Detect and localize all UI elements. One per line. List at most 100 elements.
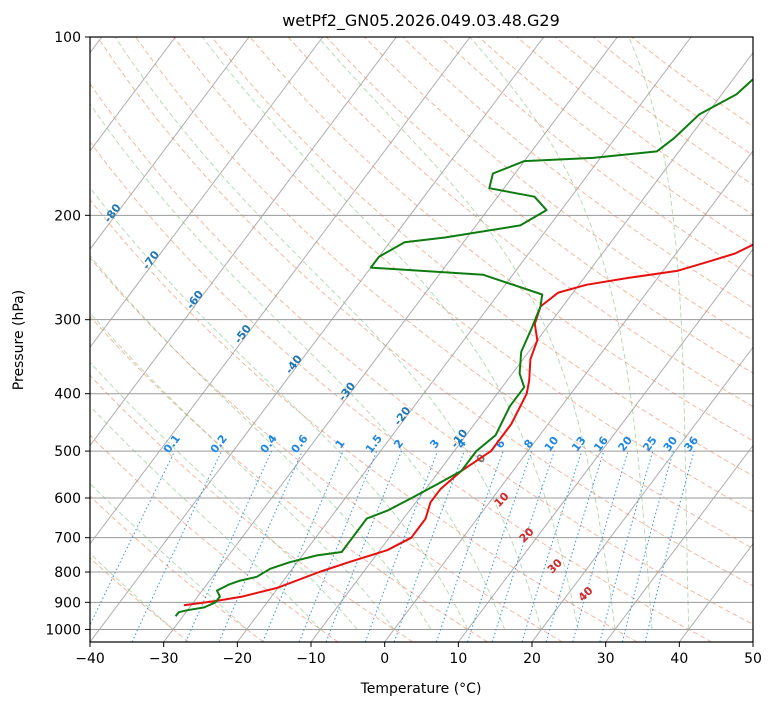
line-labels: 0.1 0.2 0.4 0.6 1 1.5 2 3 4 6 8 10 13 16 20 25 30 36-100-… <box>50 67 701 604</box>
mixing-ratio-line <box>218 450 303 642</box>
x-tick-label: 40 <box>670 651 688 667</box>
y-tick-label: 800 <box>54 565 81 581</box>
mixing-ratio-line <box>185 450 272 642</box>
mixing-ratio-line <box>393 450 465 642</box>
dry-adiabat <box>173 37 753 513</box>
profile-series <box>174 77 753 617</box>
y-tick-label: 500 <box>54 444 81 460</box>
isotherm-line <box>531 346 753 642</box>
y-axis: 100 200 300 400 500 600 700 800 900 1000 <box>45 30 90 638</box>
mixing-ratio-line <box>545 450 605 642</box>
y-tick-label: 200 <box>54 208 81 224</box>
isotherm-label: -40 <box>283 352 306 376</box>
y-axis-label: Pressure (hPa) <box>11 290 27 390</box>
x-tick-label: 0 <box>380 651 389 667</box>
isotherm-line <box>90 37 250 250</box>
y-tick-label: 900 <box>54 595 81 611</box>
dry-adiabat <box>90 198 638 642</box>
mixing-ratio-label: 1.5 <box>363 432 385 455</box>
isotherm-line <box>384 150 753 642</box>
moist-adiabat <box>90 361 358 630</box>
mixing-ratio-line <box>364 450 439 642</box>
mixing-ratio-label: 8 <box>521 437 536 451</box>
mixing-ratio-line <box>435 450 504 642</box>
temperature-profile-line <box>183 243 753 607</box>
mixing-ratio-label: 2 <box>391 437 406 451</box>
isotherm-label: -30 <box>336 379 359 403</box>
isotherm-line <box>163 37 618 642</box>
x-tick-label: −20 <box>223 651 253 667</box>
dry-adiabat <box>364 37 753 341</box>
dry-adiabat <box>440 37 753 278</box>
isotherm-line <box>90 37 471 545</box>
y-tick-label: 300 <box>54 313 81 329</box>
mixing-ratio-line <box>491 450 555 642</box>
mixing-ratio-line <box>599 450 654 642</box>
moist-adiabat-label: 10 <box>492 490 512 510</box>
y-tick-label: 700 <box>54 531 81 547</box>
mixing-ratio-line <box>90 450 176 626</box>
x-tick-label: −40 <box>75 651 105 667</box>
dry-adiabat <box>90 315 488 642</box>
y-tick-label: 400 <box>54 387 81 403</box>
isotherm-line <box>90 37 545 642</box>
mixing-ratio-line <box>298 450 378 642</box>
dry-adiabat <box>478 37 753 246</box>
isotherm-line <box>90 37 324 349</box>
x-tick-label: 30 <box>597 651 615 667</box>
isotherm-label: -60 <box>184 288 207 312</box>
moist-adiabat-label: 40 <box>576 584 596 604</box>
dry-adiabat <box>90 257 563 642</box>
isotherm-line <box>678 542 753 642</box>
x-tick-label: 20 <box>523 651 541 667</box>
mixing-ratio-line <box>621 450 674 642</box>
x-tick-label: 10 <box>449 651 467 667</box>
dry-adiabat <box>211 37 753 477</box>
background-lines <box>90 37 753 642</box>
moist-adiabat-label: 20 <box>517 525 537 545</box>
x-tick-label: −10 <box>296 651 326 667</box>
y-tick-label: 600 <box>54 491 81 507</box>
plot-frame <box>89 36 754 643</box>
dry-adiabat <box>96 37 753 587</box>
mixing-ratio-line <box>262 450 344 642</box>
dry-adiabat <box>554 37 753 186</box>
isotherm-label: -70 <box>140 248 163 272</box>
moist-adiabat <box>628 37 690 630</box>
moist-adiabat <box>90 311 395 630</box>
isotherm-line <box>605 444 753 642</box>
isotherm-label: -50 <box>232 322 255 346</box>
isotherm-label: -100 <box>50 67 77 97</box>
mixing-ratio-line <box>325 450 402 642</box>
chart-title: wetPf2_GN05.2026.049.03.48.G29 <box>282 11 560 31</box>
mixing-ratio-line <box>644 450 695 642</box>
mixing-ratio-line <box>572 450 629 642</box>
mixing-ratio-label: 3 <box>427 437 442 451</box>
dry-adiabat <box>90 140 712 642</box>
x-tick-label: −30 <box>149 651 179 667</box>
dry-adiabat <box>90 434 339 642</box>
mixing-ratio-line <box>521 450 583 642</box>
isotherm-line <box>90 37 397 447</box>
mixing-ratio-label: 0.4 <box>258 432 280 456</box>
isotherm-line <box>457 248 753 642</box>
mixing-ratio-line <box>467 450 533 642</box>
moist-adiabat <box>90 254 432 630</box>
isotherm-line <box>236 37 692 642</box>
y-tick-label: 1000 <box>45 622 81 638</box>
moist-adiabat <box>90 482 248 630</box>
isotherm-label: -20 <box>391 404 414 428</box>
dry-adiabat <box>90 495 264 642</box>
x-tick-label: 50 <box>744 651 762 667</box>
moist-adiabat <box>317 37 616 630</box>
x-axis-label: Temperature (°C) <box>360 681 482 697</box>
x-axis: −40 −30 −20 −10 0 10 20 30 40 50 <box>75 642 762 667</box>
mixing-ratio-label: 1 <box>333 437 348 451</box>
moist-adiabat <box>114 37 542 630</box>
dry-adiabat <box>249 37 753 442</box>
isotherm-line <box>90 37 176 152</box>
y-tick-label: 100 <box>54 30 81 46</box>
moist-adiabat <box>202 37 579 630</box>
dewpoint-profile-line <box>174 77 753 617</box>
